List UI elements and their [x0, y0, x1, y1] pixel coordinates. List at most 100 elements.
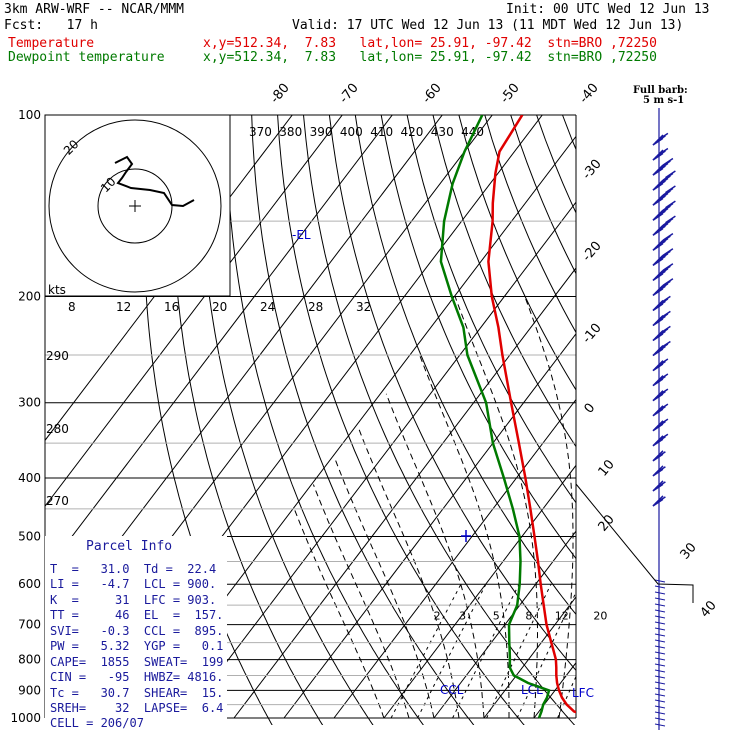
parcel-row-li: LI = -4.7 LCL = 900. [50, 577, 217, 591]
wind-barb-flag [657, 433, 669, 442]
wind-barb-low [654, 645, 666, 649]
moist-adiabat [312, 484, 410, 719]
wind-barb-flag [657, 132, 669, 141]
mixing-ratio-line [486, 583, 552, 719]
pressure-tick-label: 500 [18, 529, 41, 543]
dry-adiabat [198, 115, 374, 725]
wind-barb-flag [657, 388, 669, 397]
dry-adiabat [251, 115, 475, 725]
dry-adiabat [380, 115, 576, 560]
wind-barb-flag [655, 481, 666, 490]
wind-barb-flag [665, 185, 676, 194]
speed-scale-label: 12 [116, 300, 131, 314]
temperature-tick-label: -70 [337, 81, 362, 107]
mixing-ratio-label: 12 [555, 610, 569, 623]
dry-adiabat [171, 115, 324, 725]
isotherm [433, 530, 576, 719]
wind-barb-flag [662, 248, 674, 256]
wind-barb-low [654, 585, 666, 589]
wind-barb-low [654, 675, 666, 679]
wind-barb-low [654, 705, 666, 709]
wind-barb-low [654, 699, 666, 703]
theta-label: 440 [461, 125, 484, 139]
pressure-tick-label: 1000 [10, 711, 41, 725]
speed-scale-label: 16 [164, 300, 179, 314]
dry-adiabat [406, 115, 576, 504]
pressure-tick-label: 200 [18, 290, 41, 304]
wind-barb-flag [665, 215, 676, 224]
dry-adiabat [354, 115, 576, 616]
temperature-tick-label: -40 [577, 81, 602, 107]
valid-time: Valid: 17 UTC Wed 12 Jun 13 (11 MDT Wed … [292, 18, 684, 33]
wind-barb-flag [657, 403, 669, 412]
theta-label: 370 [249, 125, 272, 139]
wind-barb-flag [660, 310, 671, 319]
dry-adiabat [692, 115, 740, 731]
parcel-row-tt: TT = 46 EL = 157. [50, 608, 224, 622]
wind-barb-flag [655, 496, 666, 505]
lfc-annotation: LFC [572, 686, 594, 700]
barb-legend-unit: 5 m s-1 [643, 95, 685, 106]
wind-barb-flag [665, 170, 676, 179]
theta-left-label: 270 [46, 494, 69, 508]
isotherm [584, 115, 740, 718]
speed-scale-label: 8 [68, 300, 76, 314]
moist-adiabat [334, 457, 435, 719]
sounding-profiles [439, 115, 576, 719]
wind-barb-low [654, 693, 666, 697]
parcel-row-svi: SVI= -0.3 CCL = 895. [50, 624, 224, 638]
temperature-tick-label: 30 [678, 540, 700, 562]
hodograph-ring-20 [48, 119, 222, 293]
wind-barb-low [654, 717, 666, 721]
pressure-tick-label: 900 [18, 683, 41, 697]
parcel-row-k: K = 31 LFC = 903. [50, 593, 217, 607]
moist-adiabat [634, 297, 735, 719]
wind-barb-flag [660, 295, 671, 304]
temperature-location: x,y=512.34, 7.83 lat,lon= 25.91, -97.42 … [203, 36, 657, 51]
pressure-tick-label: 800 [18, 653, 41, 667]
isotherm [684, 115, 740, 718]
wind-barb-low [654, 651, 666, 655]
init-time: Init: 00 UTC Wed 12 Jun 13 [506, 2, 710, 17]
dry-adiabat [328, 115, 576, 672]
forecast-hour: Fcst: 17 h [4, 18, 98, 33]
dry-adiabat [718, 115, 740, 731]
isotherm [483, 596, 576, 719]
wind-barb-flag [662, 263, 674, 271]
parcel-row-cape: CAPE= 1855 SWEAT= 199 [50, 655, 224, 669]
isotherm [283, 332, 576, 719]
wind-barb-flag [662, 233, 674, 241]
isotherm [183, 201, 576, 719]
model-title: 3km ARW-WRF -- NCAR/MMM [4, 2, 185, 17]
dry-adiabat [640, 115, 740, 731]
mixing-ratio-label: 5 [493, 610, 500, 623]
isotherm [45, 115, 343, 507]
speed-scale-label: 20 [212, 300, 227, 314]
theta-left-label: 280 [46, 422, 69, 436]
wind-barb-low [654, 633, 666, 637]
wind-barb-flag [657, 373, 669, 382]
el-annotation: -EL [292, 228, 311, 242]
dewpoint-location: x,y=512.34, 7.83 lat,lon= 25.91, -97.42 … [203, 50, 657, 65]
wind-barb-flag [665, 200, 676, 209]
isotherm [45, 115, 393, 573]
wind-barb-flag [657, 147, 669, 156]
wind-barb-flag [660, 340, 671, 349]
temperature-tick-label: -80 [268, 81, 293, 107]
wind-barb-low [654, 681, 666, 685]
dry-adiabat [536, 115, 576, 214]
dewpoint-legend: Dewpoint temperature [8, 50, 165, 65]
wind-barb-flag [662, 157, 674, 166]
parcel-row-cin: CIN = -95 HWBZ= 4816. [50, 670, 224, 684]
parcel-row-tc: Tc = 30.7 SHEAR= 15. [50, 686, 224, 700]
temperature-tick-label: 40 [698, 598, 720, 620]
pressure-tick-label: 100 [18, 108, 41, 122]
speed-scale-label: 28 [308, 300, 323, 314]
wind-barb-low [654, 603, 666, 607]
mixing-ratio-line [390, 583, 462, 719]
dry-adiabat [484, 115, 576, 334]
moist-adiabat [293, 508, 385, 719]
moist-adiabat [385, 393, 485, 719]
wind-barb-low [654, 723, 666, 727]
